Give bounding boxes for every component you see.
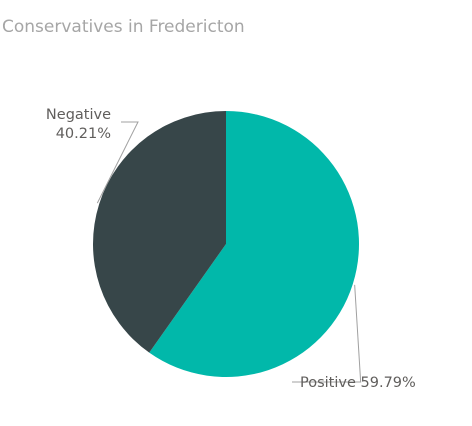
pie-slice-negative[interactable] — [93, 111, 226, 353]
data-label-negative-line-1: Negative — [46, 107, 111, 123]
pie-slice-positive[interactable] — [149, 111, 359, 377]
chart-title: Conservatives in Fredericton — [2, 17, 245, 37]
data-label-negative-line-2: 40.21% — [56, 126, 111, 142]
leader-line-negative — [96, 121, 139, 204]
data-label-positive: Positive 59.79% — [300, 375, 416, 391]
leader-line-positive — [292, 284, 362, 383]
